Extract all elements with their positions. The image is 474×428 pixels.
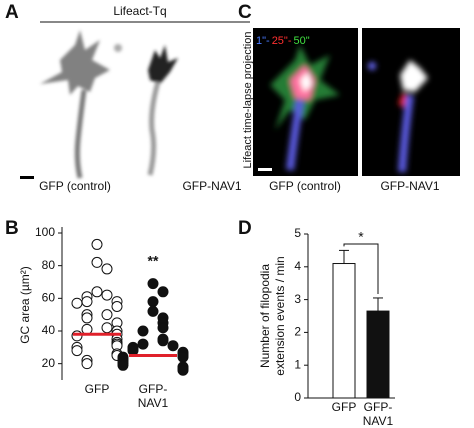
bar: [366, 310, 390, 399]
scale-bar: [20, 176, 34, 179]
filled-point: [157, 322, 169, 334]
x-tick-label: GFP-NAV1: [363, 400, 394, 428]
growth-cone-overlay: [368, 60, 428, 173]
filled-point: [147, 278, 159, 290]
panel-letter: D: [238, 218, 252, 239]
filled-point: [137, 338, 149, 350]
filled-point: [147, 305, 159, 317]
open-point: [71, 330, 83, 342]
open-point: [91, 256, 103, 268]
open-point: [101, 309, 113, 321]
timepoint: 1"-: [256, 35, 270, 47]
significance: *: [358, 229, 364, 245]
micrograph-control: [40, 30, 110, 179]
significance-bracket: [343, 243, 379, 294]
significance: **: [148, 253, 159, 269]
open-point: [91, 238, 103, 250]
filled-point: [177, 351, 189, 363]
open-point: [91, 286, 103, 298]
y-tick-label: 3: [294, 292, 301, 306]
open-point: [101, 263, 113, 275]
y-tick-label: 100: [35, 225, 55, 239]
y-tick-label: 1: [294, 357, 301, 371]
open-point: [71, 297, 83, 309]
micrograph-nav1: [114, 44, 178, 176]
open-point: [81, 296, 93, 308]
open-point: [81, 312, 93, 324]
growth-cone-overlay: [270, 45, 340, 171]
x-tick-label: GFP: [85, 382, 110, 396]
timepoint: 25"-: [272, 35, 292, 47]
filled-point: [177, 364, 189, 376]
filled-point: [147, 296, 159, 308]
x-tick-label: GFP: [332, 400, 357, 414]
image-label: GFP (control): [39, 179, 111, 193]
image-label: GFP-NAV1: [182, 179, 241, 193]
y-tick-label: 5: [294, 226, 301, 240]
y-axis-label: GC area (µm²): [18, 266, 32, 344]
open-point: [101, 322, 113, 334]
filled-point: [157, 286, 169, 298]
open-point: [81, 358, 93, 370]
open-point: [71, 345, 83, 357]
y-tick-label: 0: [294, 390, 301, 404]
y-tick-label: 80: [42, 258, 56, 272]
filled-point: [117, 359, 129, 371]
timepoints: 1"- 25"- 50": [256, 35, 310, 47]
open-point: [111, 301, 123, 312]
panel-letter: A: [5, 2, 19, 23]
scale-bar: [258, 168, 272, 171]
open-point: [101, 289, 113, 301]
bar: [332, 263, 356, 399]
y-axis-label: extension events / min: [273, 256, 287, 375]
filled-point: [137, 325, 149, 337]
panel-letter: B: [5, 218, 19, 239]
y-tick-label: 20: [42, 356, 56, 370]
panel-title: Lifeact-Tq: [113, 4, 166, 18]
y-tick-label: 4: [294, 259, 301, 273]
image-label: GFP (control): [269, 179, 341, 193]
x-tick-label: GFP-NAV1: [138, 382, 169, 410]
y-axis-label: Number of filopodia: [258, 264, 272, 368]
image-label: GFP-NAV1: [380, 179, 439, 193]
panel-letter: C: [238, 2, 252, 23]
y-tick-label: 60: [42, 291, 56, 305]
filled-point: [167, 340, 179, 352]
y-tick-label: 2: [294, 325, 301, 339]
axis-label: Lifeact time-lapse projection: [242, 32, 254, 169]
y-tick-label: 40: [42, 323, 56, 337]
filled-point: [157, 335, 169, 347]
timepoint: 50": [294, 35, 310, 47]
